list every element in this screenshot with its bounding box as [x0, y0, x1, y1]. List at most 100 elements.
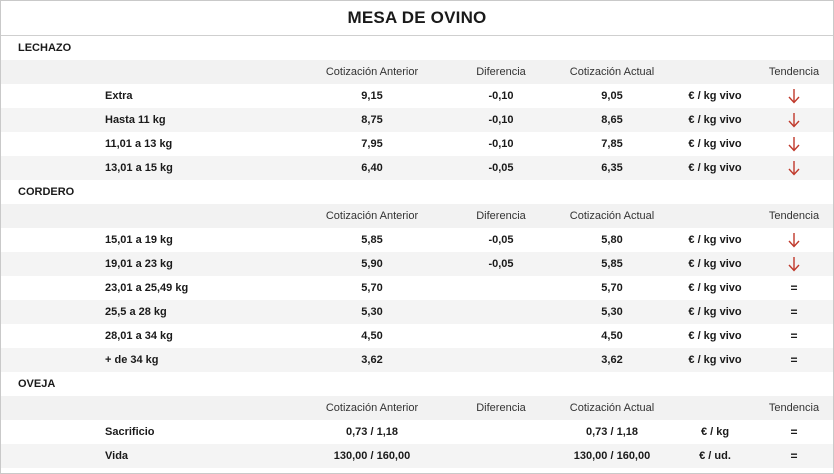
unit-label: € / kg vivo: [688, 282, 742, 294]
unit-label: € / ud.: [699, 450, 731, 462]
arrow-down-icon: [759, 228, 829, 252]
value-actual: 8,65: [601, 114, 623, 126]
unit-label: € / kg vivo: [688, 306, 742, 318]
value-anterior: 6,40: [361, 162, 383, 174]
header-anterior: Cotización Anterior: [325, 402, 419, 414]
unit-label: € / kg vivo: [688, 162, 742, 174]
row-name: + de 34 kg: [105, 354, 159, 366]
table-row: Extra 9,15 -0,10 9,05 € / kg vivo: [1, 84, 833, 108]
unit-label: € / kg vivo: [688, 258, 742, 270]
table-row: 15,01 a 19 kg 5,85 -0,05 5,80 € / kg vivo: [1, 228, 833, 252]
header-tendencia: Tendencia: [768, 402, 820, 414]
column-header-row: Cotización Anterior Diferencia Cotización …: [1, 60, 833, 84]
table-row: 11,01 a 13 kg 7,95 -0,10 7,85 € / kg vivo: [1, 132, 833, 156]
value-diferencia: -0,10: [488, 90, 514, 102]
value-actual: 3,62: [601, 354, 623, 366]
header-anterior: Cotización Anterior: [325, 66, 419, 78]
value-actual: 4,50: [601, 330, 623, 342]
unit-label: € / kg vivo: [688, 234, 742, 246]
row-name: Hasta 11 kg: [105, 114, 166, 126]
section-lechazo: LECHAZO Cotización Anterior Diferencia Coti…: [1, 36, 833, 180]
value-diferencia: [451, 300, 551, 324]
trend-equal: =: [790, 329, 798, 343]
value-anterior: 7,95: [361, 138, 383, 150]
value-diferencia: -0,10: [488, 138, 514, 150]
value-actual: 5,70: [601, 282, 623, 294]
header-actual: Cotización Actual: [569, 210, 655, 222]
row-name: Sacrificio: [105, 426, 155, 438]
row-name: Extra: [105, 90, 133, 102]
section-label: OVEJA: [1, 372, 833, 396]
value-actual: 6,35: [601, 162, 623, 174]
row-name: Vida: [105, 450, 129, 462]
arrow-down-icon: [759, 132, 829, 156]
unit-label: € / kg vivo: [688, 90, 742, 102]
value-diferencia: -0,10: [488, 114, 514, 126]
value-diferencia: -0,05: [488, 234, 514, 246]
value-anterior: 5,90: [361, 258, 383, 270]
table-row: 25,5 a 28 kg 5,30 5,30 € / kg vivo =: [1, 300, 833, 324]
table-row: 28,01 a 34 kg 4,50 4,50 € / kg vivo =: [1, 324, 833, 348]
value-actual: 7,85: [601, 138, 623, 150]
value-actual: 5,85: [601, 258, 623, 270]
header-tendencia: Tendencia: [768, 66, 820, 78]
table-row: 19,01 a 23 kg 5,90 -0,05 5,85 € / kg vivo: [1, 252, 833, 276]
value-anterior: 9,15: [361, 90, 383, 102]
value-actual: 5,80: [601, 234, 623, 246]
value-diferencia: [451, 324, 551, 348]
arrow-down-icon: [759, 156, 829, 180]
row-name: 11,01 a 13 kg: [105, 138, 173, 150]
unit-label: € / kg: [700, 426, 730, 438]
value-anterior: 4,50: [361, 330, 383, 342]
header-actual: Cotización Actual: [569, 66, 655, 78]
section-cordero: CORDERO Cotización Anterior Diferencia Coti…: [1, 180, 833, 372]
table-row: Hasta 11 kg 8,75 -0,10 8,65 € / kg vivo: [1, 108, 833, 132]
value-anterior: 0,73 / 1,18: [346, 426, 398, 438]
header-diferencia: Diferencia: [476, 66, 526, 78]
column-header-row: Cotización Anterior Diferencia Cotización …: [1, 204, 833, 228]
page-title: MESA DE OVINO: [1, 1, 833, 36]
arrow-down-icon: [759, 84, 829, 108]
section-label: CORDERO: [1, 180, 833, 204]
row-name: 25,5 a 28 kg: [105, 306, 167, 318]
trend-equal: =: [790, 353, 798, 367]
value-diferencia: [451, 348, 551, 372]
trend-equal: =: [790, 305, 798, 319]
value-anterior: 5,85: [361, 234, 383, 246]
value-diferencia: -0,05: [488, 162, 514, 174]
row-name: 15,01 a 19 kg: [105, 234, 173, 246]
unit-label: € / kg vivo: [688, 114, 742, 126]
arrow-down-icon: [759, 108, 829, 132]
value-anterior: 5,30: [361, 306, 383, 318]
value-actual: 0,73 / 1,18: [586, 426, 638, 438]
table-row: Sacrificio 0,73 / 1,18 0,73 / 1,18 € / kg =: [1, 420, 833, 444]
header-diferencia: Diferencia: [476, 402, 526, 414]
trend-equal: =: [790, 281, 798, 295]
arrow-down-icon: [759, 252, 829, 276]
value-diferencia: -0,05: [488, 258, 514, 270]
section-oveja: OVEJA Cotización Anterior Diferencia Cotiza…: [1, 372, 833, 468]
table-row: + de 34 kg 3,62 3,62 € / kg vivo =: [1, 348, 833, 372]
row-name: 13,01 a 15 kg: [105, 162, 173, 174]
value-actual: 5,30: [601, 306, 623, 318]
value-anterior: 8,75: [361, 114, 383, 126]
header-actual: Cotización Actual: [569, 402, 655, 414]
value-anterior: 3,62: [361, 354, 383, 366]
trend-equal: =: [790, 449, 798, 463]
table-row: Vida 130,00 / 160,00 130,00 / 160,00 € / ud…: [1, 444, 833, 468]
table-row: 13,01 a 15 kg 6,40 -0,05 6,35 € / kg vivo: [1, 156, 833, 180]
row-name: 28,01 a 34 kg: [105, 330, 173, 342]
value-diferencia: [451, 444, 551, 468]
header-diferencia: Diferencia: [476, 210, 526, 222]
value-actual: 130,00 / 160,00: [573, 450, 651, 462]
header-tendencia: Tendencia: [768, 210, 820, 222]
column-header-row: Cotización Anterior Diferencia Cotización …: [1, 396, 833, 420]
value-anterior: 130,00 / 160,00: [333, 450, 411, 462]
trend-equal: =: [790, 425, 798, 439]
row-name: 23,01 a 25,49 kg: [105, 282, 189, 294]
row-name: 19,01 a 23 kg: [105, 258, 173, 270]
unit-label: € / kg vivo: [688, 330, 742, 342]
section-label: LECHAZO: [1, 36, 833, 60]
unit-label: € / kg vivo: [688, 354, 742, 366]
